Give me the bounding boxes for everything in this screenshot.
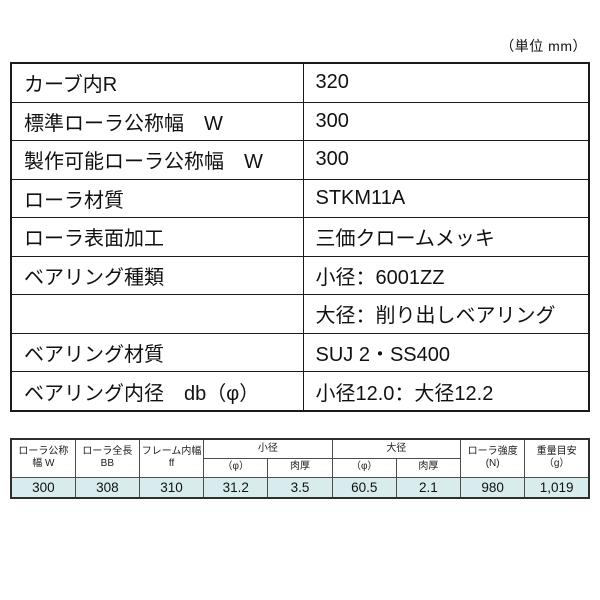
dim-subheader-large-thickness: 肉厚	[395, 457, 462, 478]
dim-value-weight-estimate: 1,019	[524, 476, 590, 499]
spec-value-bearing-type-small: 小径：6001ZZ	[302, 255, 590, 296]
table-row: 標準ローラ公称幅 W 300	[10, 101, 590, 142]
spec-label-bearing-type: ベアリング種類	[10, 255, 304, 296]
dim-subheader-small-thickness: 肉厚	[267, 457, 333, 478]
dim-value-large-phi: 60.5	[331, 476, 397, 499]
spec-value-bearing-type-large: 大径：削り出しベアリング	[302, 294, 590, 334]
dim-value-row: 300 308 310 31.2 3.5 60.5 2.1 980 1,019	[10, 476, 590, 499]
spec-label-curve-inner-r: カーブ内R	[10, 62, 304, 103]
dim-header-row: ローラ公称 幅 W ローラ全長 BB フレーム内幅 ff 小径 大径 ローラ強度…	[10, 438, 590, 478]
dim-header-frame-inner-width: フレーム内幅 ff	[138, 438, 205, 478]
dim-value-roller-nominal-width: 300	[10, 476, 76, 499]
spec-label-producible-roller-width: 製作可能ローラ公称幅 W	[10, 140, 304, 180]
spec-label-roller-material: ローラ材質	[10, 178, 304, 219]
dim-group-small-diameter: 小径	[203, 438, 333, 459]
spec-value-producible-roller-width: 300	[302, 140, 590, 180]
dim-subheader-large-phi: （φ）	[331, 457, 397, 478]
dim-value-frame-inner-width: 310	[138, 476, 205, 499]
table-row: ベアリング材質 SUJ 2・SS400	[10, 332, 590, 373]
dim-header-roller-strength: ローラ強度 (N)	[460, 438, 526, 478]
spec-label-bearing-bore: ベアリング内径 db（φ）	[10, 371, 304, 412]
dim-value-small-phi: 31.2	[203, 476, 269, 499]
table-row: 大径：削り出しベアリング	[10, 294, 590, 334]
dim-header-roller-total-length: ローラ全長 BB	[74, 438, 140, 478]
dim-value-large-thickness: 2.1	[395, 476, 462, 499]
table-row: ローラ表面加工 三価クロームメッキ	[10, 217, 590, 257]
dim-subheader-row: （φ） 肉厚 （φ） 肉厚	[11, 457, 589, 478]
spec-value-surface-finish: 三価クロームメッキ	[302, 217, 590, 257]
spec-value-roller-material: STKM11A	[302, 178, 590, 219]
dim-group-large-diameter: 大径	[331, 438, 462, 459]
main-spec-table: カーブ内R 320 標準ローラ公称幅 W 300 製作可能ローラ公称幅 W 30…	[10, 62, 590, 412]
spec-value-curve-inner-r: 320	[302, 62, 590, 103]
spec-label-standard-roller-width: 標準ローラ公称幅 W	[10, 101, 304, 142]
dim-value-roller-total-length: 308	[74, 476, 140, 499]
unit-label: （単位 mm）	[500, 38, 587, 54]
spec-value-bearing-bore: 小径12.0：大径12.2	[302, 371, 590, 412]
spec-label-surface-finish: ローラ表面加工	[10, 217, 304, 257]
table-row: ベアリング内径 db（φ） 小径12.0：大径12.2	[10, 371, 590, 412]
spec-value-bearing-material: SUJ 2・SS400	[302, 332, 590, 373]
dim-value-roller-strength: 980	[460, 476, 526, 499]
dim-value-small-thickness: 3.5	[267, 476, 333, 499]
spec-label-bearing-material: ベアリング材質	[10, 332, 304, 373]
table-row: ベアリング種類 小径：6001ZZ	[10, 255, 590, 296]
spec-label-empty	[10, 294, 304, 334]
table-row: 製作可能ローラ公称幅 W 300	[10, 140, 590, 180]
table-row: ローラ材質 STKM11A	[10, 178, 590, 219]
dim-header-weight-estimate: 重量目安 （g）	[524, 438, 590, 478]
spec-value-standard-roller-width: 300	[302, 101, 590, 142]
dim-subheader-small-phi: （φ）	[203, 457, 269, 478]
dimension-table: ローラ公称 幅 W ローラ全長 BB フレーム内幅 ff 小径 大径 ローラ強度…	[10, 438, 590, 499]
dim-header-roller-nominal-width: ローラ公称 幅 W	[10, 438, 76, 478]
table-row: カーブ内R 320	[10, 62, 590, 103]
